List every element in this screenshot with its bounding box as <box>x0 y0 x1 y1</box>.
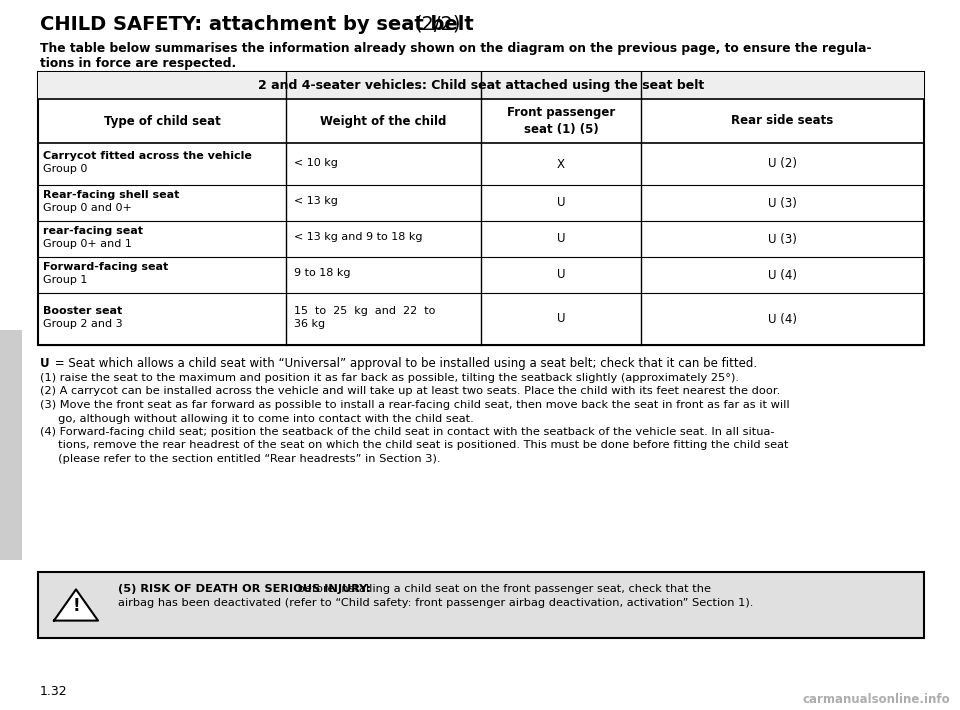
Bar <box>0 330 22 560</box>
Text: U: U <box>557 232 565 246</box>
Text: (2/2): (2/2) <box>414 15 461 34</box>
Text: = Seat which allows a child seat with “Universal” approval to be installed using: = Seat which allows a child seat with “U… <box>51 357 757 370</box>
Text: (please refer to the section entitled “Rear headrests” in Section 3).: (please refer to the section entitled “R… <box>40 454 441 464</box>
Text: < 13 kg: < 13 kg <box>294 197 338 207</box>
Text: (1) raise the seat to the maximum and position it as far back as possible, tilti: (1) raise the seat to the maximum and po… <box>40 373 739 383</box>
Text: U: U <box>40 357 50 370</box>
Text: tions in force are respected.: tions in force are respected. <box>40 57 236 70</box>
Text: 2 and 4-seater vehicles: Child seat attached using the seat belt: 2 and 4-seater vehicles: Child seat atta… <box>258 79 704 92</box>
Text: Carrycot fitted across the vehicle: Carrycot fitted across the vehicle <box>43 151 252 161</box>
Text: 9 to 18 kg: 9 to 18 kg <box>294 268 350 278</box>
Text: Weight of the child: Weight of the child <box>321 114 446 128</box>
Text: (5) RISK OF DEATH OR SERIOUS INJURY:: (5) RISK OF DEATH OR SERIOUS INJURY: <box>118 584 371 594</box>
Text: Group 1: Group 1 <box>43 275 87 285</box>
Bar <box>38 72 924 345</box>
Text: Group 0 and 0+: Group 0 and 0+ <box>43 203 132 213</box>
Text: airbag has been deactivated (refer to “Child safety: front passenger airbag deac: airbag has been deactivated (refer to “C… <box>118 598 754 608</box>
Text: U (3): U (3) <box>768 197 797 209</box>
Text: < 13 kg and 9 to 18 kg: < 13 kg and 9 to 18 kg <box>294 232 422 243</box>
Text: Group 0: Group 0 <box>43 164 87 174</box>
Text: rear-facing seat: rear-facing seat <box>43 226 143 236</box>
Text: Type of child seat: Type of child seat <box>104 114 221 128</box>
Text: Booster seat: Booster seat <box>43 306 122 316</box>
Bar <box>38 572 924 638</box>
Text: !: ! <box>72 597 80 615</box>
Text: 36 kg: 36 kg <box>294 319 325 329</box>
Text: go, although without allowing it to come into contact with the child seat.: go, although without allowing it to come… <box>40 413 473 423</box>
Text: U: U <box>557 312 565 325</box>
Text: before installing a child seat on the front passenger seat, check that the: before installing a child seat on the fr… <box>295 584 711 594</box>
Polygon shape <box>54 589 98 621</box>
Text: The table below summarises the information already shown on the diagram on the p: The table below summarises the informati… <box>40 42 872 55</box>
Text: < 10 kg: < 10 kg <box>294 158 338 168</box>
Text: U: U <box>557 268 565 281</box>
Text: tions, remove the rear headrest of the seat on which the child seat is positione: tions, remove the rear headrest of the s… <box>40 440 788 451</box>
Text: Forward-facing seat: Forward-facing seat <box>43 262 168 272</box>
Text: U (4): U (4) <box>768 268 797 281</box>
Text: Group 2 and 3: Group 2 and 3 <box>43 319 123 329</box>
Text: 1.32: 1.32 <box>40 685 67 698</box>
Text: carmanualsonline.info: carmanualsonline.info <box>803 693 950 706</box>
Text: U (3): U (3) <box>768 232 797 246</box>
Text: Rear side seats: Rear side seats <box>732 114 833 128</box>
Bar <box>38 72 924 99</box>
Text: U: U <box>557 197 565 209</box>
Text: Front passenger
seat (1) (5): Front passenger seat (1) (5) <box>507 106 615 136</box>
Text: Rear-facing shell seat: Rear-facing shell seat <box>43 190 180 200</box>
Text: U (4): U (4) <box>768 312 797 325</box>
Text: (3) Move the front seat as far forward as possible to install a rear-facing chil: (3) Move the front seat as far forward a… <box>40 400 790 410</box>
Text: 15  to  25  kg  and  22  to: 15 to 25 kg and 22 to <box>294 306 436 316</box>
Text: U (2): U (2) <box>768 158 797 170</box>
Text: (4) Forward-facing child seat; position the seatback of the child seat in contac: (4) Forward-facing child seat; position … <box>40 427 775 437</box>
Text: CHILD SAFETY: attachment by seat belt: CHILD SAFETY: attachment by seat belt <box>40 15 481 34</box>
Text: (2) A carrycot can be installed across the vehicle and will take up at least two: (2) A carrycot can be installed across t… <box>40 386 780 396</box>
Text: X: X <box>557 158 565 170</box>
Text: Group 0+ and 1: Group 0+ and 1 <box>43 239 132 249</box>
